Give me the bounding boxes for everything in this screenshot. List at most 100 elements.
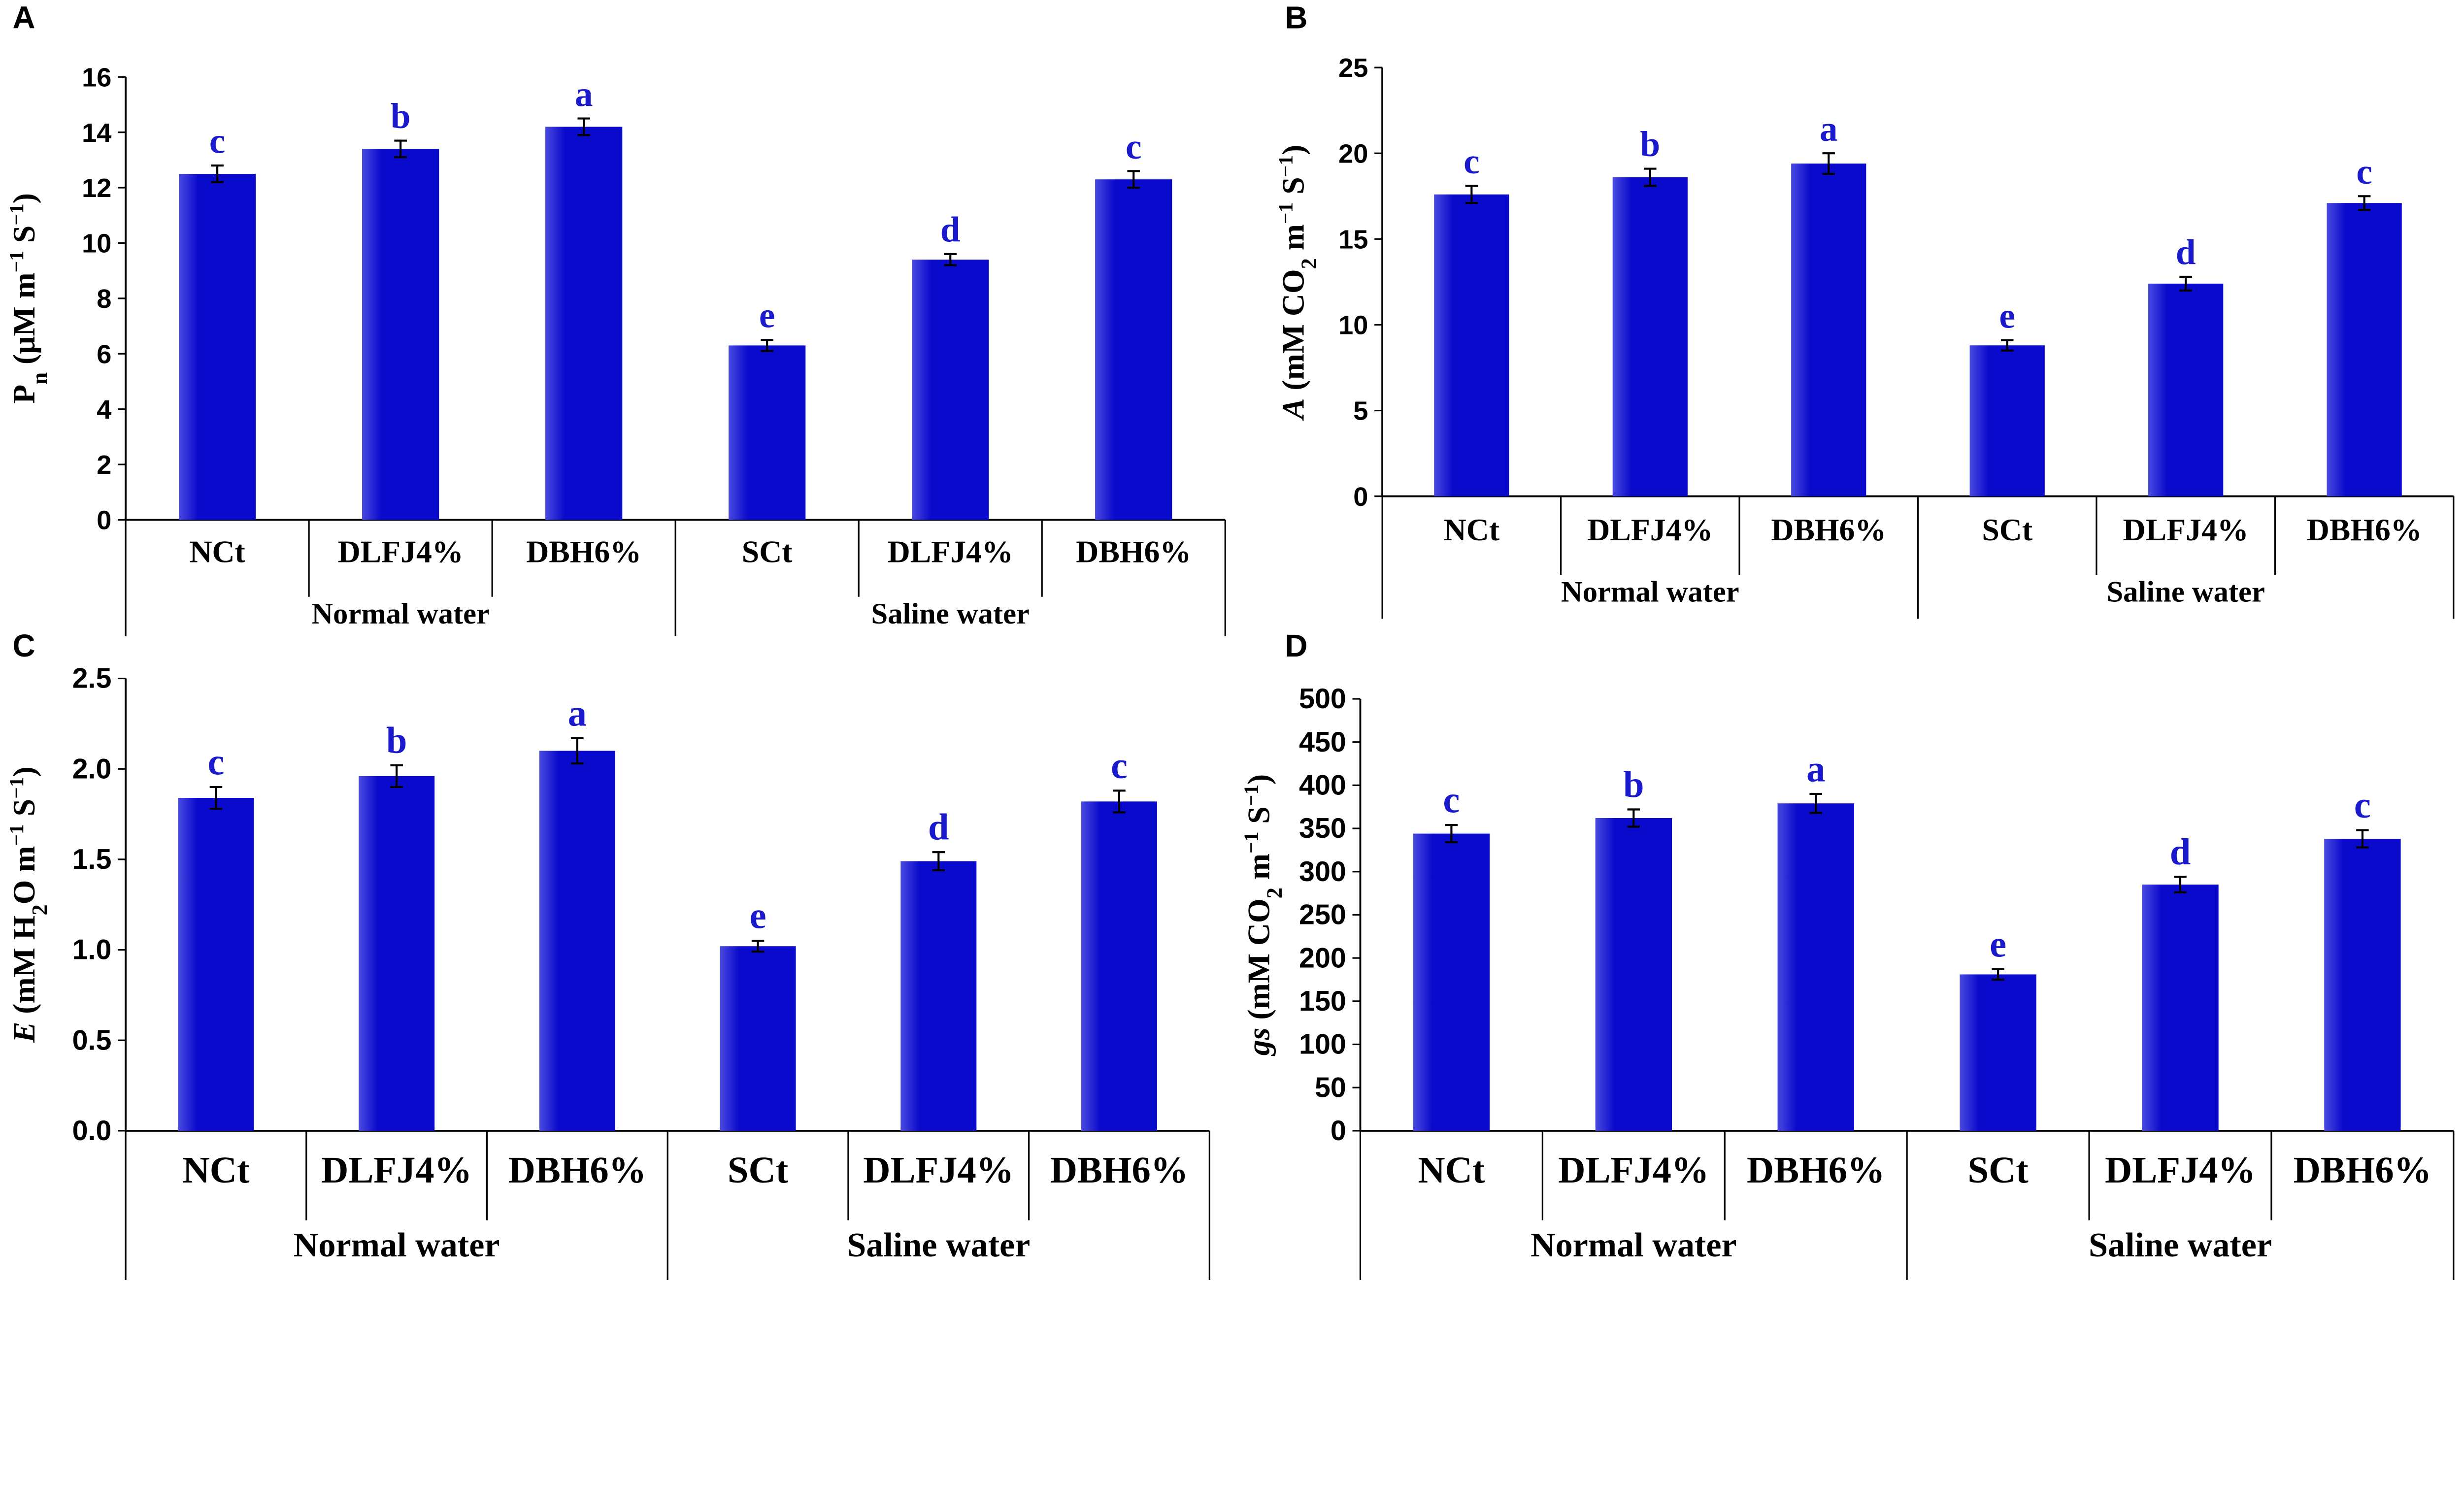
group-label: Saline water bbox=[2106, 575, 2264, 608]
y-tick-label: 450 bbox=[1299, 726, 1346, 758]
category-label: DLFJ4% bbox=[888, 534, 1013, 569]
bar bbox=[1434, 194, 1509, 496]
y-axis-label-part: S bbox=[6, 799, 41, 824]
category-label: DBH6% bbox=[1771, 512, 1886, 547]
bar bbox=[1969, 345, 2045, 496]
y-tick-label: 0.5 bbox=[72, 1024, 112, 1056]
bar bbox=[720, 946, 796, 1131]
y-axis-label-part: 2 bbox=[27, 904, 52, 915]
y-tick-label: 16 bbox=[82, 63, 111, 92]
y-axis-label-part: −1 bbox=[5, 824, 28, 846]
y-tick-label: 1.0 bbox=[72, 934, 112, 966]
y-axis-label: gs (mM CO2 m−1 S−1) bbox=[1240, 774, 1287, 1057]
bar bbox=[359, 776, 435, 1131]
bar bbox=[178, 797, 254, 1131]
y-axis-label-part: ) bbox=[1276, 145, 1311, 155]
y-axis-label-part: −1 bbox=[1274, 202, 1297, 224]
y-tick-label: 2.0 bbox=[72, 753, 112, 785]
y-tick-label: 2 bbox=[97, 450, 111, 480]
y-axis-label-part: ) bbox=[6, 766, 41, 777]
bar bbox=[912, 260, 989, 520]
y-axis-label-part: ) bbox=[1241, 774, 1276, 785]
category-label: DBH6% bbox=[2294, 1149, 2432, 1191]
group-label: Normal water bbox=[294, 1226, 500, 1264]
y-tick-label: 15 bbox=[1338, 225, 1368, 254]
significance-letter: c bbox=[2354, 784, 2371, 826]
group-label: Saline water bbox=[847, 1226, 1030, 1264]
significance-letter: e bbox=[759, 296, 775, 335]
category-label: DLFJ4% bbox=[1558, 1149, 1709, 1191]
y-axis-label: E (mM H2O m−1 S−1) bbox=[5, 766, 52, 1043]
y-axis-label-part: E bbox=[6, 1022, 41, 1044]
group-label: Saline water bbox=[871, 597, 1030, 630]
category-label: NCt bbox=[1418, 1149, 1485, 1191]
y-tick-label: 2.5 bbox=[72, 663, 112, 694]
category-label: DBH6% bbox=[1050, 1149, 1189, 1191]
significance-letter: b bbox=[386, 719, 407, 761]
y-axis-label-part: −1 bbox=[1240, 832, 1263, 854]
bar bbox=[900, 861, 977, 1131]
bar bbox=[362, 149, 439, 520]
category-label: DLFJ4% bbox=[863, 1149, 1014, 1191]
y-tick-label: 25 bbox=[1338, 53, 1368, 83]
y-tick-label: 0 bbox=[1353, 482, 1368, 512]
panel-label: D bbox=[1285, 628, 1307, 663]
group-label: Normal water bbox=[311, 597, 490, 630]
y-tick-label: 350 bbox=[1299, 813, 1346, 844]
bar bbox=[2327, 203, 2402, 496]
significance-letter: e bbox=[750, 895, 766, 937]
bar bbox=[2142, 885, 2219, 1131]
y-axis-label-part: −1 bbox=[5, 777, 28, 799]
significance-letter: c bbox=[2356, 152, 2372, 192]
y-axis-label-part: P bbox=[6, 385, 41, 404]
category-label: NCt bbox=[1444, 512, 1499, 547]
y-axis-label-part: m bbox=[1241, 854, 1276, 887]
y-tick-label: 4 bbox=[97, 395, 111, 425]
y-tick-label: 20 bbox=[1338, 139, 1368, 168]
y-axis-label-part: A bbox=[1276, 398, 1311, 422]
y-axis-label: A (mM CO2 m−1 S−1) bbox=[1274, 145, 1321, 421]
panel-c: C0.00.51.01.52.02.5E (mM H2O m−1 S−1) cNC… bbox=[5, 628, 1210, 1280]
category-label: NCt bbox=[182, 1149, 250, 1191]
y-tick-label: 400 bbox=[1299, 770, 1346, 801]
bar bbox=[1960, 974, 2036, 1131]
significance-letter: b bbox=[1640, 124, 1660, 164]
y-axis-label-part: (μM m bbox=[6, 272, 41, 372]
category-label: DLFJ4% bbox=[338, 534, 464, 569]
y-tick-label: 12 bbox=[82, 173, 111, 203]
y-axis-label-part: m bbox=[1276, 224, 1311, 258]
panel-label: A bbox=[13, 0, 35, 35]
significance-letter: a bbox=[575, 74, 593, 114]
group-label: Normal water bbox=[1531, 1226, 1737, 1264]
category-label: SCt bbox=[728, 1149, 789, 1191]
category-label: DLFJ4% bbox=[321, 1149, 472, 1191]
significance-letter: c bbox=[207, 741, 224, 783]
category-label: DBH6% bbox=[508, 1149, 647, 1191]
y-axis-label-part: S bbox=[1276, 177, 1311, 202]
significance-letter: a bbox=[1820, 109, 1838, 149]
group-label: Normal water bbox=[1561, 575, 1739, 608]
category-label: DBH6% bbox=[1076, 534, 1191, 569]
bar bbox=[1413, 833, 1490, 1131]
y-axis-label-part: S bbox=[1241, 806, 1276, 831]
significance-letter: c bbox=[1464, 141, 1480, 181]
y-tick-label: 10 bbox=[82, 229, 111, 259]
y-tick-label: 200 bbox=[1299, 942, 1346, 974]
y-axis-label-part: n bbox=[27, 372, 52, 385]
bar bbox=[1595, 818, 1672, 1131]
category-label: DBH6% bbox=[2307, 512, 2422, 547]
y-axis-label-part: 2 bbox=[1262, 887, 1287, 898]
significance-letter: d bbox=[928, 806, 949, 848]
y-axis-label-part: S bbox=[6, 226, 41, 251]
y-axis-label-part: −1 bbox=[5, 203, 28, 225]
category-label: SCt bbox=[1967, 1149, 2029, 1191]
y-axis-label-part: gs bbox=[1241, 1028, 1276, 1057]
significance-letter: e bbox=[1999, 296, 2015, 335]
bar bbox=[178, 173, 256, 520]
panel-label: B bbox=[1285, 0, 1307, 35]
category-label: SCt bbox=[1982, 512, 2032, 547]
significance-letter: d bbox=[940, 209, 961, 249]
